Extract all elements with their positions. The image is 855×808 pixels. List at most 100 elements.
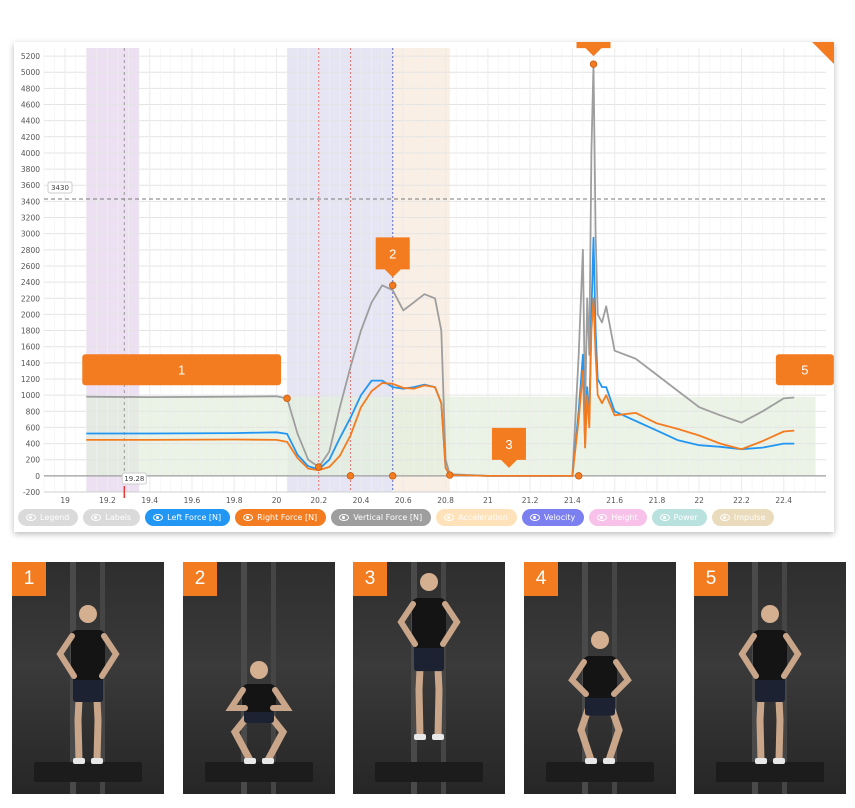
eye-icon	[529, 514, 540, 521]
left-shoe	[414, 734, 426, 740]
head	[591, 631, 609, 649]
legend-label: Legend	[40, 513, 70, 522]
eye-icon	[153, 514, 164, 521]
right-shoe	[262, 758, 274, 764]
legend-toggle[interactable]: Velocity	[521, 509, 585, 526]
legend-toggle[interactable]: Vertical Force [N]	[331, 509, 432, 526]
event-marker	[589, 60, 598, 68]
x-tick-label: 19.2	[99, 496, 116, 505]
callout-pin	[375, 237, 410, 278]
force-plate	[34, 762, 142, 782]
eye-icon	[719, 514, 730, 521]
shorts	[755, 674, 785, 702]
legend-bar: Legend Labels Left Force [N] Right Force [N…	[18, 509, 775, 526]
phase-band	[86, 396, 816, 476]
rack-post	[411, 562, 417, 794]
callout-label: 5	[801, 362, 808, 377]
head	[250, 661, 268, 679]
x-tick-label: 20.2	[310, 496, 327, 505]
legend-label: Velocity	[543, 513, 576, 522]
legend-toggle[interactable]: Impulse	[711, 509, 775, 526]
force-plate	[375, 762, 483, 782]
athlete-figure	[546, 562, 654, 794]
callout-label: 1	[178, 362, 185, 377]
phase-photo: 2	[183, 562, 335, 794]
athlete-figure	[34, 562, 142, 794]
series-line	[86, 297, 795, 477]
event-marker	[315, 463, 323, 471]
x-tick-label: 19	[60, 496, 70, 505]
legend-toggle[interactable]: Power	[651, 509, 707, 526]
athlete-figure	[205, 562, 313, 794]
right-shoe	[603, 758, 615, 764]
y-tick-label: 200	[26, 456, 41, 465]
legend-toggle[interactable]: Left Force [N]	[145, 509, 231, 526]
legend-label: Vertical Force [N]	[353, 513, 423, 522]
phase-number-badge: 3	[353, 562, 387, 596]
legend-toggle[interactable]: Acceleration	[436, 509, 517, 526]
left-shoe	[755, 758, 767, 764]
right-shoe	[91, 758, 103, 764]
x-tick-label: 21.6	[606, 496, 623, 505]
right-arm	[270, 687, 293, 711]
left-arm	[397, 601, 418, 647]
phase-photo: 5	[694, 562, 846, 794]
x-tick-label: 21.4	[564, 496, 581, 505]
phase-number-badge: 4	[524, 562, 558, 596]
crosshair-x-box	[121, 472, 147, 485]
crosshair-y-label: 3430	[51, 184, 69, 192]
legend-toggle[interactable]: Height	[589, 509, 647, 526]
event-marker	[389, 472, 397, 480]
callout-pin	[576, 42, 611, 57]
legend-toggle[interactable]: Legend	[18, 509, 79, 526]
legend-toggle[interactable]: Right Force [N]	[235, 509, 327, 526]
phase-number-badge: 5	[694, 562, 728, 596]
legend-label: Height	[611, 513, 638, 522]
y-tick-label: 4800	[21, 84, 40, 93]
callout-label: 2	[389, 246, 396, 261]
phase-photo: 4	[524, 562, 676, 794]
shirt	[242, 684, 276, 712]
legend-label: Right Force [N]	[257, 513, 318, 522]
rack-post	[271, 562, 276, 794]
left-arm	[738, 633, 759, 679]
y-tick-label: 2600	[21, 262, 40, 271]
y-tick-label: 2000	[21, 310, 40, 319]
head	[79, 605, 97, 623]
corner-menu-icon[interactable]	[812, 42, 834, 64]
eye-icon	[444, 514, 455, 521]
event-marker	[346, 472, 355, 480]
x-tick-label: 22.4	[775, 496, 792, 505]
force-chart-panel: -200 0 200 400 600 800 1000 1200 1400 1600 1800 200…	[14, 42, 834, 532]
y-tick-label: 3600	[21, 181, 40, 190]
y-tick-label: 5000	[21, 68, 40, 77]
x-tick-label: 20.4	[353, 496, 370, 505]
right-arm	[781, 633, 802, 679]
shorts	[414, 642, 444, 672]
y-tick-label: 3200	[21, 214, 40, 223]
crosshair-y-box	[47, 181, 73, 194]
force-time-chart[interactable]: -200 0 200 400 600 800 1000 1200 1400 1600 1800 200…	[14, 42, 834, 532]
right-arm	[611, 659, 632, 697]
x-tick-label: 19.4	[141, 496, 158, 505]
left-arm	[225, 687, 248, 711]
eye-icon	[597, 514, 608, 521]
x-tick-label: 22.2	[733, 496, 750, 505]
event-marker	[389, 281, 397, 290]
x-tick-label: 20.8	[437, 496, 454, 505]
event-marker	[446, 471, 454, 479]
legend-label: Power	[673, 513, 698, 522]
athlete-figure	[716, 562, 824, 794]
right-shoe	[432, 734, 444, 740]
athlete-figure	[375, 562, 483, 794]
rack-post	[241, 562, 247, 794]
phase-photo: 3	[353, 562, 505, 794]
left-arm	[568, 659, 589, 697]
y-tick-label: 4400	[21, 117, 40, 126]
shirt	[412, 598, 446, 648]
jump-phase-photos: 1 2 3 4 5	[12, 562, 846, 794]
y-tick-label: 2800	[21, 246, 40, 255]
legend-toggle[interactable]: Labels	[83, 509, 141, 526]
legend-label: Impulse	[733, 513, 766, 522]
x-tick-label: 20	[272, 496, 282, 505]
